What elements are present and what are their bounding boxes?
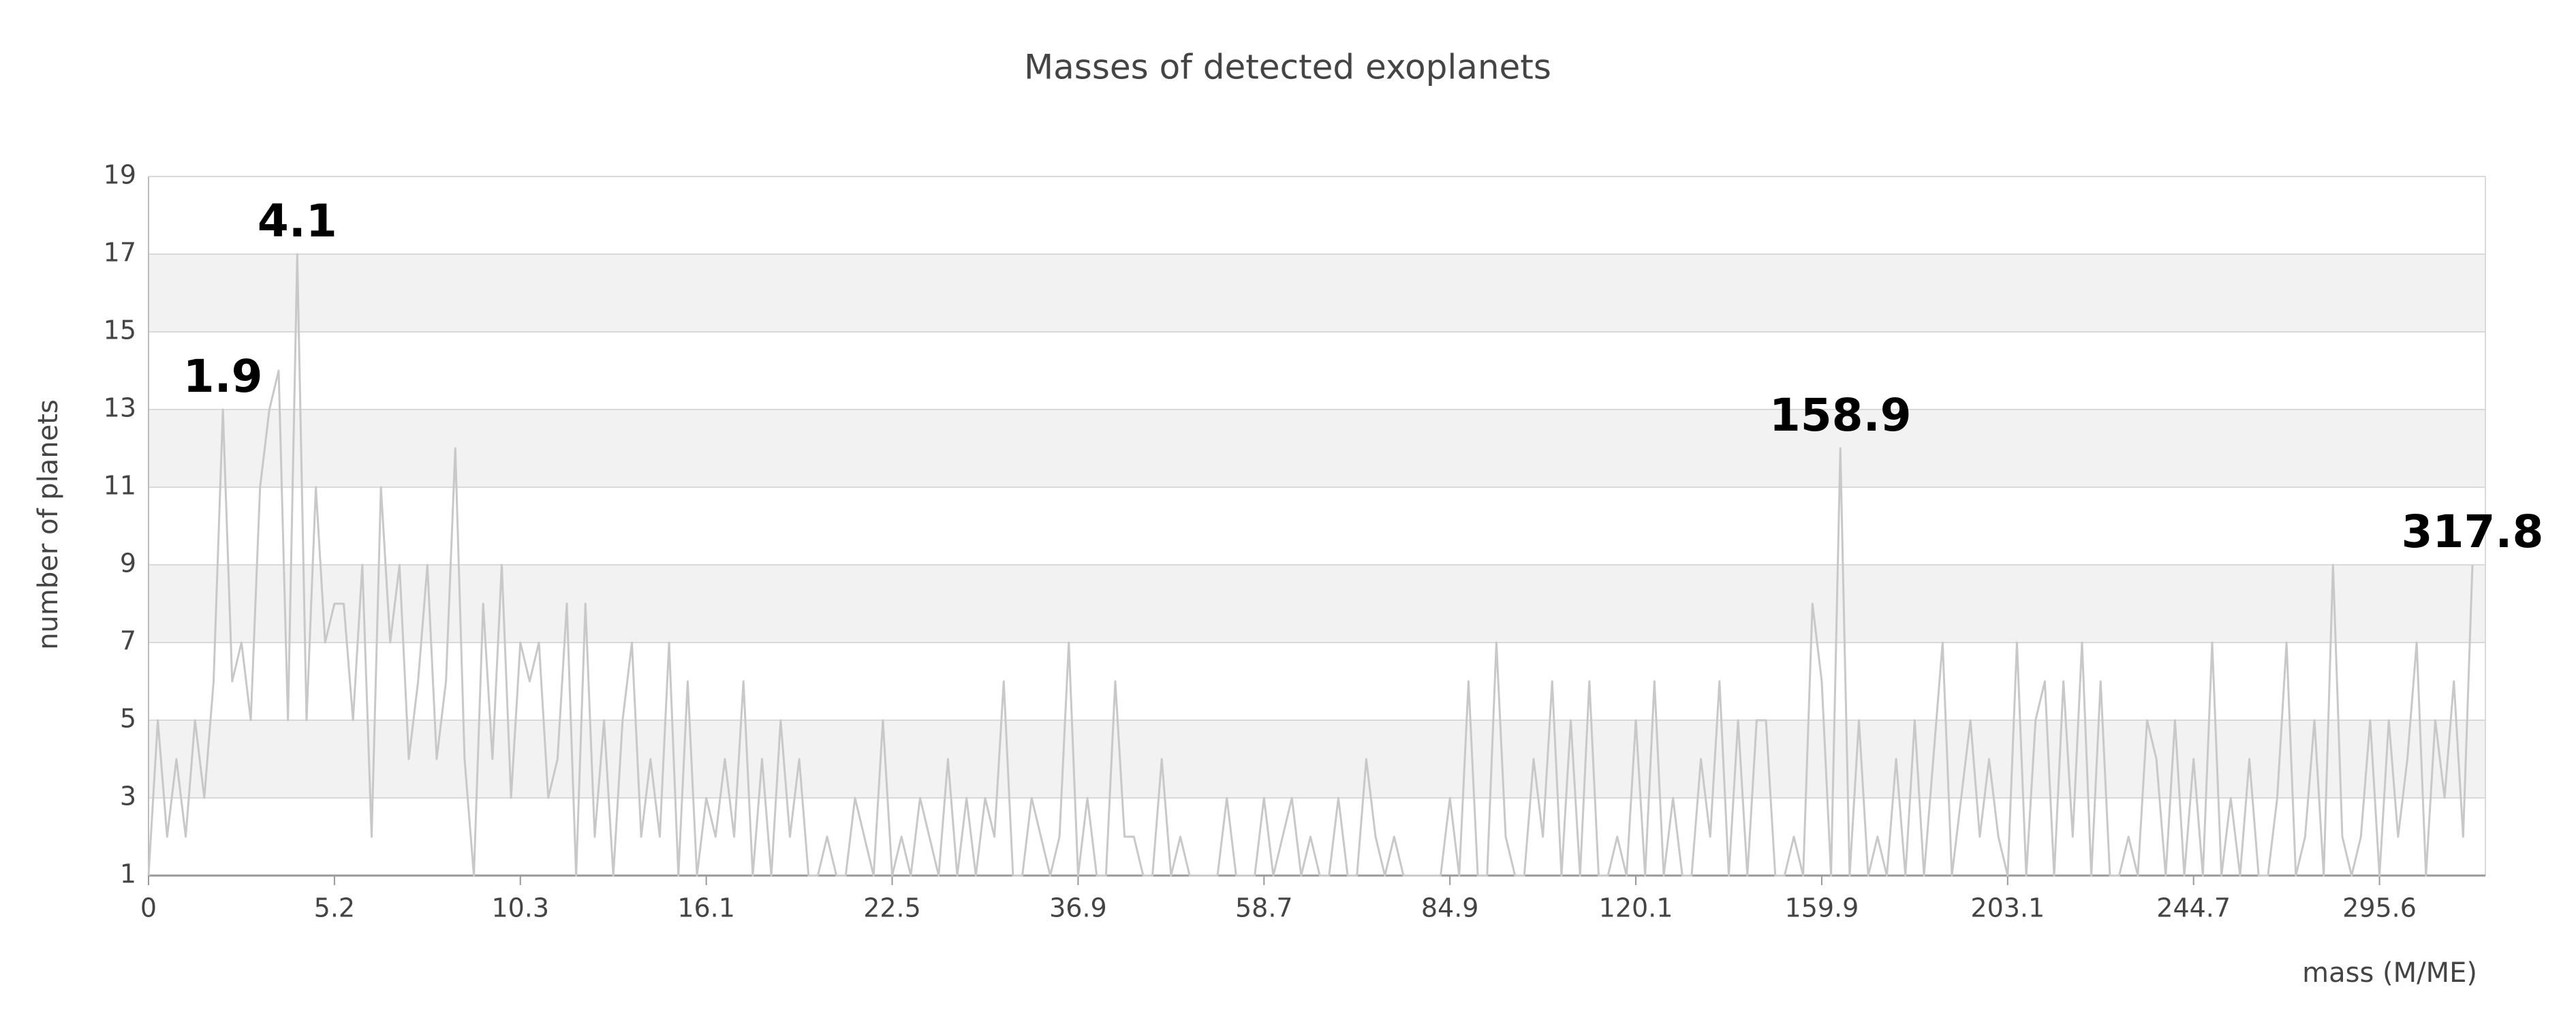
x-tick-label: 120.1 [1599,893,1673,923]
x-tick-label: 84.9 [1421,893,1479,923]
y-tick-label: 1 [120,859,136,889]
x-tick-label: 10.3 [491,893,549,923]
x-tick-label: 203.1 [1970,893,2045,923]
x-tick-label: 58.7 [1235,893,1293,923]
grid-band [149,409,2485,487]
y-tick-label: 9 [120,548,136,578]
y-tick-label: 5 [120,704,136,734]
chart-title: Masses of detected exoplanets [1024,48,1551,87]
grid-band [149,254,2485,332]
peak-annotation: 317.8 [2402,506,2544,558]
y-tick-label: 11 [104,471,136,501]
x-tick-label: 295.6 [2342,893,2417,923]
x-tick-label: 244.7 [2156,893,2231,923]
y-tick-label: 15 [104,315,136,345]
peak-annotation: 158.9 [1769,389,1912,442]
peak-annotation: 1.9 [183,350,263,403]
grid-band [149,565,2485,643]
y-tick-label: 19 [104,160,136,190]
y-tick-label: 17 [104,238,136,268]
y-axis-title: number of planets [33,399,64,650]
data-line [147,253,2474,877]
x-tick-label: 36.9 [1049,893,1107,923]
y-tick-label: 7 [120,626,136,656]
x-tick-label: 0 [140,893,157,923]
peak-annotation: 4.1 [258,195,337,247]
x-tick-label: 22.5 [863,893,921,923]
x-axis-title: mass (M/ME) [2302,957,2477,989]
y-tick-label: 3 [120,782,136,812]
x-tick-label: 5.2 [314,893,355,923]
x-tick-label: 16.1 [677,893,735,923]
y-tick-label: 13 [104,393,136,423]
grid-band [149,720,2485,798]
x-tick-label: 159.9 [1785,893,1859,923]
